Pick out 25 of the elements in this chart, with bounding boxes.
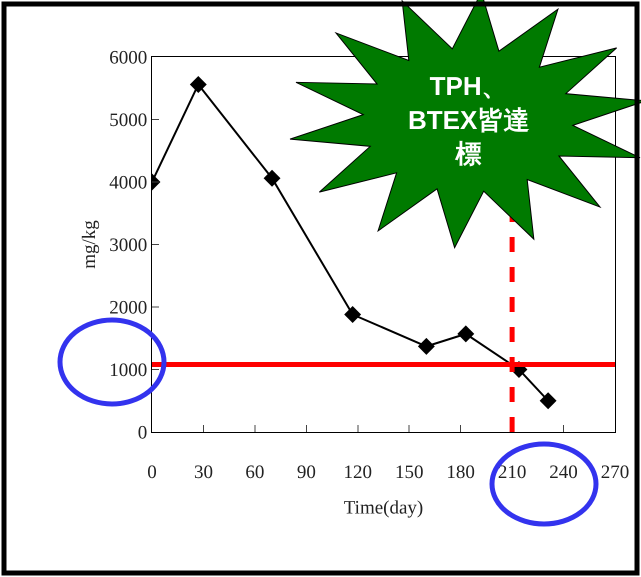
x-tick-label: 30 xyxy=(194,462,213,483)
point xyxy=(457,325,474,342)
y-tick-label: 0 xyxy=(138,422,148,444)
point xyxy=(418,338,435,355)
y-tick-label: 1000 xyxy=(109,360,148,382)
y-tick-label: 2000 xyxy=(109,298,148,319)
x-tick-label: 60 xyxy=(245,462,264,483)
y-axis-title: mg/kg xyxy=(79,220,100,269)
x-tick-label: 270 xyxy=(600,462,630,483)
x-tick-label: 210 xyxy=(498,462,526,483)
x-tick-label: 120 xyxy=(344,462,372,483)
x-axis-title: Time(day) xyxy=(344,498,424,519)
point xyxy=(264,170,280,187)
y-tick-label: 5000 xyxy=(109,110,148,132)
y-tick-label: 4000 xyxy=(109,172,148,194)
point xyxy=(344,306,362,323)
point xyxy=(540,392,557,410)
annotation: TPH、BTEX皆達標 xyxy=(408,71,530,169)
point xyxy=(190,76,207,93)
x-tick-label: 240 xyxy=(549,462,578,483)
x-tick-label: 90 xyxy=(296,462,316,483)
x-tick-label: 150 xyxy=(394,462,424,483)
y-tick-label: 6000 xyxy=(109,48,148,69)
x-tick-label: 180 xyxy=(446,462,475,483)
y-tick-label: 3000 xyxy=(109,235,148,256)
